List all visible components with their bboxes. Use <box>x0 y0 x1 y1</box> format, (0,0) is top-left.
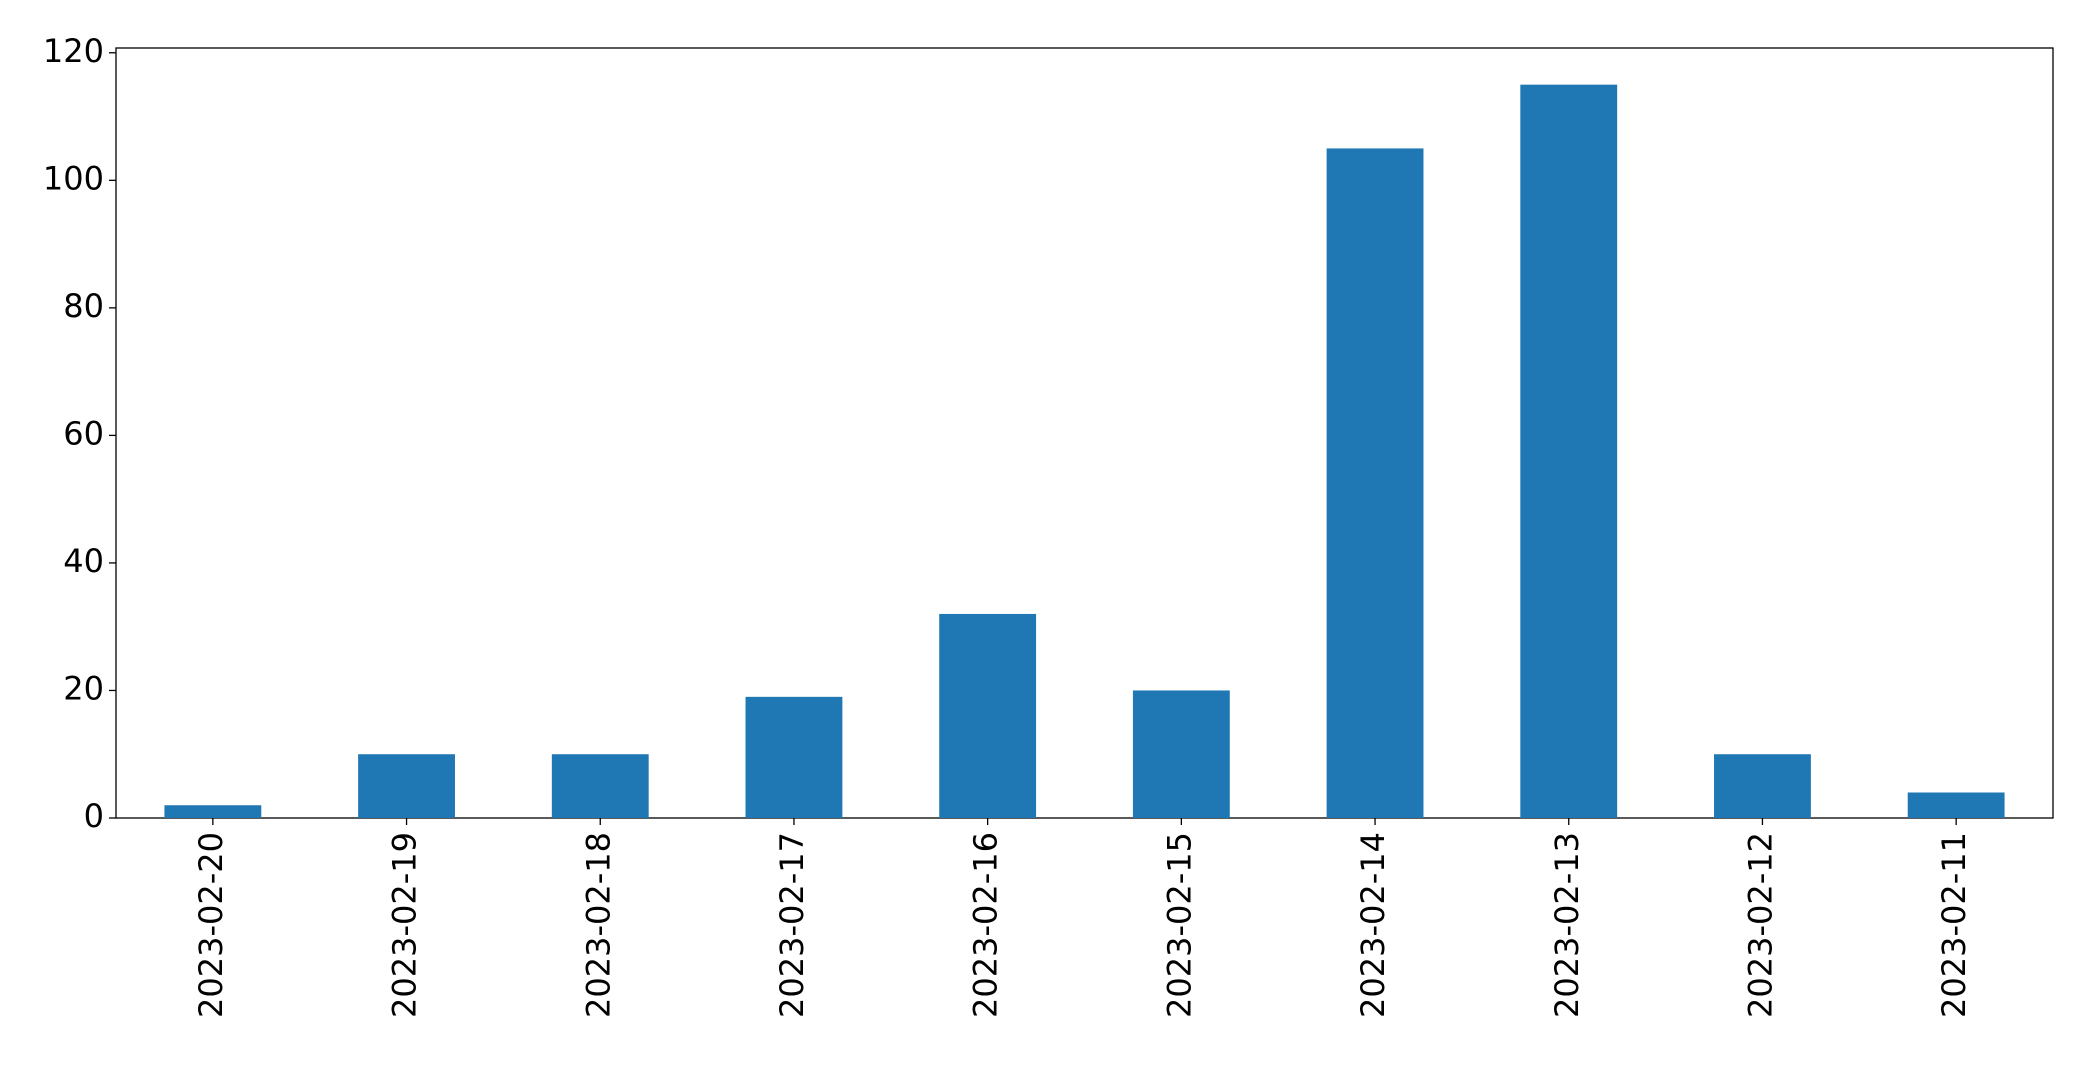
y-tick-label: 60 <box>63 414 104 452</box>
x-tick-label: 2023-02-18 <box>579 832 617 1018</box>
y-tick-label: 40 <box>63 542 104 580</box>
bar <box>1326 148 1424 818</box>
y-tick-label: 120 <box>43 32 104 70</box>
bar <box>745 696 843 818</box>
bar <box>1907 792 2005 818</box>
bar <box>358 754 455 818</box>
y-tick-label: 20 <box>63 669 104 707</box>
bar <box>1714 754 1811 818</box>
x-tick-label: 2023-02-11 <box>1935 832 1973 1018</box>
y-tick-label: 100 <box>43 159 104 197</box>
x-tick-label: 2023-02-12 <box>1741 832 1779 1018</box>
x-tick-label: 2023-02-19 <box>386 832 424 1018</box>
x-tick-label: 2023-02-17 <box>773 832 811 1018</box>
bar <box>551 754 649 818</box>
x-tick-label: 2023-02-14 <box>1354 832 1392 1018</box>
x-tick-label: 2023-02-13 <box>1548 832 1586 1018</box>
bar <box>939 613 1037 818</box>
x-tick-label: 2023-02-15 <box>1160 832 1198 1018</box>
bar <box>164 805 262 818</box>
bar <box>1132 690 1230 818</box>
x-tick-label: 2023-02-20 <box>192 832 230 1018</box>
x-tick-label: 2023-02-16 <box>967 832 1005 1018</box>
y-tick-label: 0 <box>84 797 104 835</box>
y-tick-label: 80 <box>63 287 104 325</box>
bar <box>1520 84 1618 818</box>
plot-frame <box>115 47 2054 819</box>
